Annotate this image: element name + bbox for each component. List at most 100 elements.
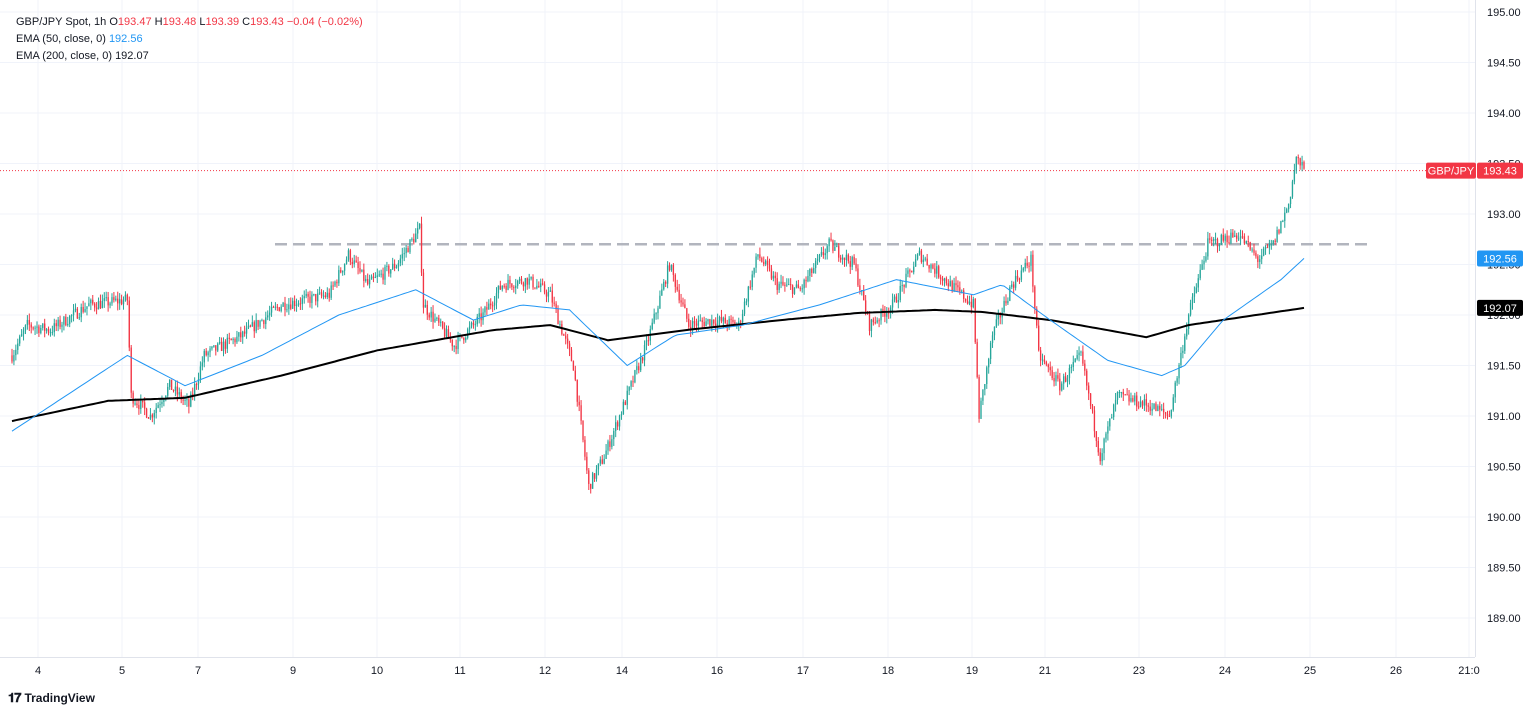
candle-body: [261, 320, 263, 322]
candle-body: [1078, 352, 1080, 356]
candle-body: [938, 266, 940, 278]
candle-body: [632, 381, 634, 383]
candle-body: [484, 307, 486, 313]
candle-body: [168, 379, 171, 387]
candle-body: [980, 400, 982, 419]
candle-body: [764, 260, 767, 265]
candle-body: [499, 285, 502, 290]
candle-body: [1278, 229, 1280, 234]
candle-body: [1018, 279, 1021, 281]
candle-body: [888, 312, 890, 314]
candle-body: [770, 268, 773, 279]
candle-body: [955, 283, 957, 286]
candle-body: [253, 322, 255, 332]
candle-body: [409, 239, 411, 253]
candle-body: [832, 240, 834, 251]
candle-body: [174, 386, 177, 391]
candle-body: [268, 312, 271, 316]
candle-body: [630, 381, 632, 387]
candle-body: [42, 323, 44, 328]
candle-body: [443, 328, 446, 337]
open-value: 193.47: [117, 16, 152, 28]
candle-body: [593, 473, 596, 479]
symbol-label[interactable]: GBP/JPY Spot, 1h: [16, 16, 107, 28]
candle-body: [1080, 351, 1082, 353]
candle-body: [880, 309, 882, 321]
legend-ema50-row[interactable]: EMA (50, close, 0) 192.56: [16, 31, 363, 48]
candle-body: [745, 301, 748, 303]
candle-body: [163, 399, 165, 403]
candle-body: [374, 276, 377, 278]
candle-body: [859, 285, 861, 291]
candle-body: [699, 320, 701, 322]
candle-body: [1112, 404, 1115, 418]
candle-body: [1218, 244, 1221, 247]
candle-body: [1105, 433, 1107, 439]
candle-body: [438, 317, 440, 323]
candle-body: [1072, 362, 1074, 367]
candle-body: [557, 309, 559, 325]
candle-body: [534, 287, 536, 289]
candle-body: [136, 403, 138, 406]
time-axis[interactable]: 4 5 7 9 10 11 12 14 16 17 18 19 21 23 24 25 26 21:0: [35, 665, 1480, 677]
candle-body: [1055, 375, 1057, 382]
candle-body: [951, 281, 953, 292]
candle-body: [1047, 364, 1049, 368]
candle-body: [884, 312, 886, 317]
candle-body: [966, 300, 969, 304]
candle-body: [1287, 204, 1290, 210]
candle-body: [247, 325, 250, 328]
candle-body: [1187, 314, 1190, 329]
candle-body: [622, 401, 625, 415]
candle-body: [122, 300, 125, 305]
candle-body: [1259, 259, 1261, 262]
candle-body: [1149, 406, 1151, 411]
candle-body: [1153, 403, 1155, 409]
candle-body: [332, 285, 334, 287]
candle-body: [663, 281, 665, 290]
time-tick-label: 9: [290, 665, 296, 677]
candle-body: [705, 321, 707, 327]
candle-body: [488, 303, 490, 310]
candle-body: [88, 303, 90, 307]
candle-body: [1189, 303, 1192, 315]
candle-body: [989, 342, 992, 359]
candle-body: [1030, 254, 1032, 266]
candle-body: [849, 261, 851, 267]
candle-body: [520, 278, 523, 284]
price-tick-label: 194.50: [1487, 58, 1521, 70]
candle-body: [978, 377, 980, 419]
candle-body: [968, 301, 971, 304]
candle-body: [924, 258, 926, 260]
candle-body: [582, 420, 584, 440]
candle-body: [1284, 212, 1286, 221]
candle-body: [928, 265, 930, 269]
candle-body: [1214, 239, 1217, 241]
candle-body: [1234, 235, 1236, 238]
candle-body: [1155, 403, 1157, 412]
candle-body: [432, 311, 434, 322]
candle-body: [882, 309, 884, 313]
price-tick-label: 191.50: [1487, 361, 1521, 373]
candle-body: [318, 292, 321, 294]
candle-body: [997, 314, 999, 320]
candle-body: [530, 276, 532, 279]
candle-body: [1089, 393, 1092, 406]
tradingview-branding[interactable]: 𝟏𝟕 TradingView: [8, 690, 95, 706]
candle-body: [1120, 392, 1123, 394]
candle-body: [588, 470, 590, 484]
candle-body: [420, 223, 423, 273]
candle-body: [688, 318, 690, 327]
candle-body: [691, 321, 694, 331]
price-badge-value: 192.56: [1483, 253, 1517, 265]
candle-body: [1074, 358, 1076, 363]
candle-body: [238, 332, 240, 337]
candle-body: [799, 288, 801, 290]
price-axis[interactable]: 195.00194.50194.00193.50193.00192.50192.…: [1487, 7, 1521, 625]
legend-ema200-row[interactable]: EMA (200, close, 0) 192.07: [16, 48, 363, 65]
candle-body: [286, 309, 288, 311]
time-tick-label: 21:0: [1458, 665, 1479, 677]
candle-body: [76, 308, 79, 319]
candle-body: [580, 405, 582, 421]
